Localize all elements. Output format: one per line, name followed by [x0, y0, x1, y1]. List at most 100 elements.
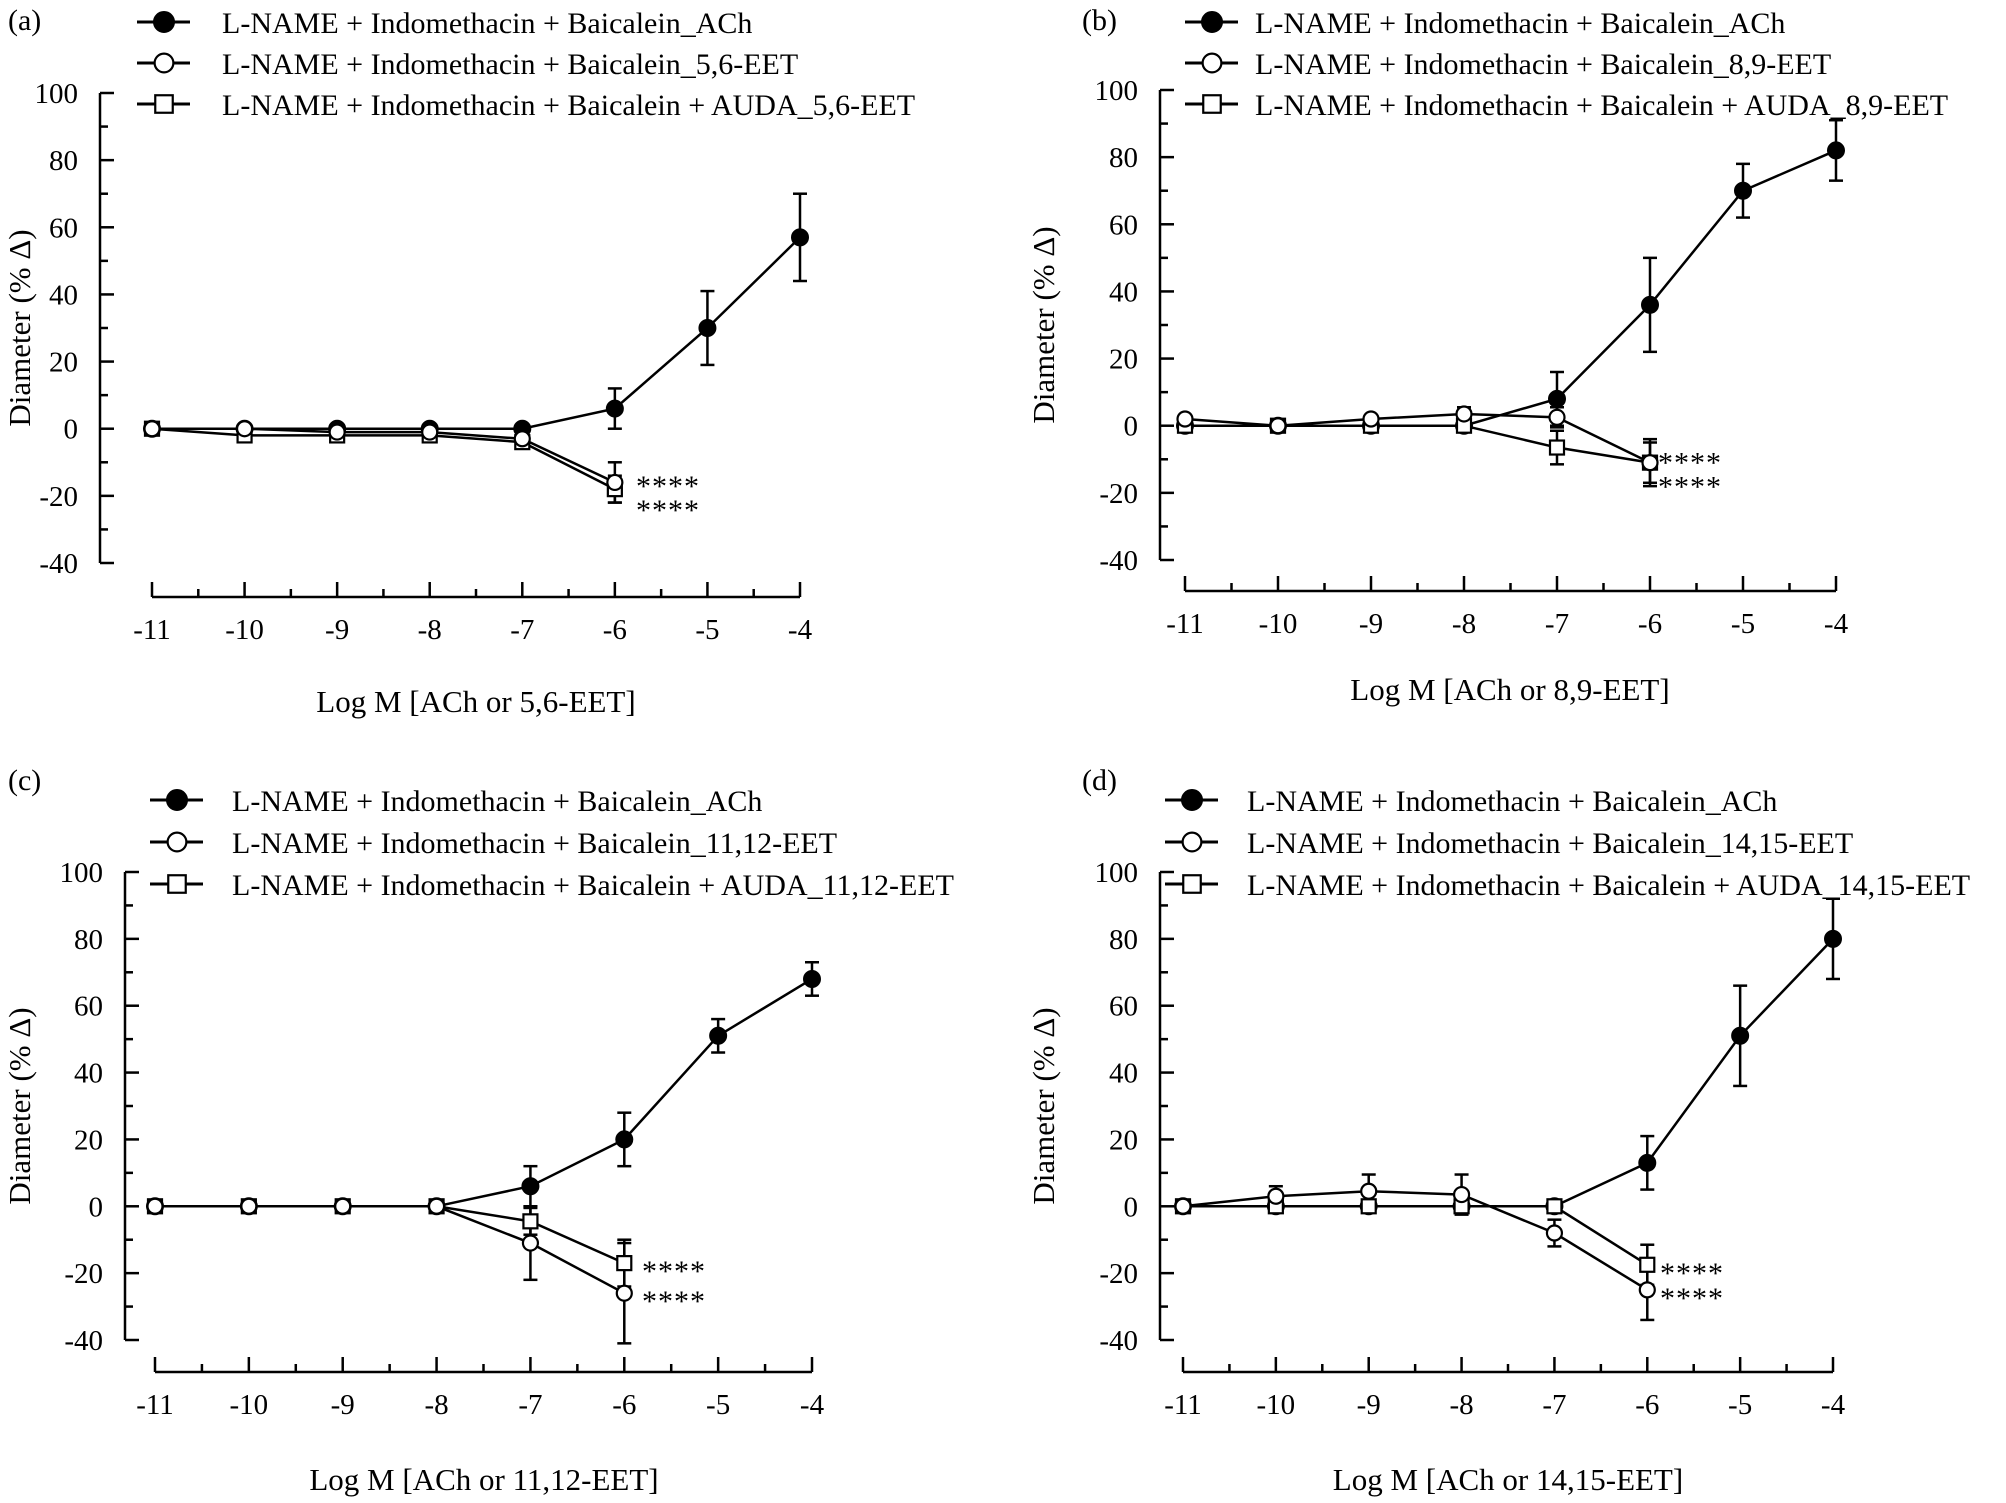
y-tick-label: 60 [74, 991, 103, 1023]
x-tick-label: -9 [325, 614, 349, 646]
series-line [155, 977, 813, 1208]
x-tick-label: -5 [706, 1389, 730, 1421]
legend-entry: L-NAME + Indomethacin + Baicalein + AUDA… [1185, 89, 1948, 122]
significance-marker: **** [642, 1255, 706, 1288]
x-tick-label: -9 [331, 1389, 355, 1421]
x-tick-label: -8 [1449, 1389, 1473, 1421]
marker-filled-circle [803, 969, 821, 988]
significance-marker: **** [636, 494, 700, 527]
marker-filled-circle [615, 1130, 634, 1149]
x-tick-label: -11 [136, 1389, 174, 1421]
x-axis-title: Log M [ACh or 14,15-EET] [1333, 1462, 1683, 1497]
x-tick-label: -11 [1164, 1389, 1202, 1421]
x-tick-label: -11 [1166, 608, 1204, 640]
y-tick-label: 40 [1109, 276, 1138, 308]
y-axis-title: Diameter (% Δ) [1026, 1007, 1061, 1204]
y-tick-label: 80 [49, 145, 78, 177]
marker-open-circle [1201, 52, 1223, 74]
significance-marker: **** [642, 1285, 706, 1318]
marker-open-square [167, 874, 187, 894]
legend-label: L-NAME + Indomethacin + Baicalein_8,9-EE… [1255, 48, 1831, 81]
marker-open-circle [143, 420, 161, 438]
marker-open-square [154, 94, 174, 114]
x-tick-label: -6 [1638, 608, 1662, 640]
y-tick-label: 80 [74, 924, 103, 956]
y-tick-label: 0 [89, 1191, 104, 1223]
marker-open-circle [1174, 1197, 1192, 1215]
y-tick-label: 20 [74, 1124, 103, 1156]
y-tick-label: 20 [49, 347, 78, 379]
legend-label: L-NAME + Indomethacin + Baicalein_ACh [1255, 7, 1785, 40]
panel-d: (d) -40 -20 0 20 40 60 80 100 -11 -10 -9 -8 -7 -6 -5 -4 L… [1026, 764, 1970, 1497]
x-tick-label: -8 [424, 1389, 448, 1421]
marker-filled-circle [166, 789, 188, 811]
marker-open-square [1548, 439, 1566, 456]
series-line [155, 1205, 625, 1295]
y-tick-label: 100 [1095, 75, 1139, 107]
x-tick-label: -7 [510, 614, 534, 646]
y-axis-title: Diameter (% Δ) [2, 1007, 37, 1204]
x-tick-label: -7 [1542, 1389, 1566, 1421]
marker-open-circle [153, 52, 175, 74]
x-tick-label: -5 [1731, 608, 1755, 640]
significance-marker: **** [1660, 1257, 1724, 1290]
y-tick-label: -40 [64, 1325, 103, 1357]
marker-filled-circle [1641, 295, 1659, 314]
legend-label: L-NAME + Indomethacin + Baicalein_14,15-… [1247, 827, 1853, 860]
y-tick-label: 60 [1109, 991, 1138, 1023]
marker-open-circle [521, 1234, 540, 1252]
x-axis-title: Log M [ACh or 8,9-EET] [1350, 672, 1669, 707]
marker-open-circle [427, 1197, 446, 1215]
marker-open-circle [1455, 405, 1473, 423]
series-line [1184, 412, 1651, 464]
marker-open-square [616, 1255, 633, 1272]
series-line [152, 427, 616, 484]
x-tick-label: -5 [695, 614, 719, 646]
legend-label: L-NAME + Indomethacin + Baicalein + AUDA… [232, 869, 954, 902]
y-tick-label: 0 [64, 414, 79, 446]
legend-entry: L-NAME + Indomethacin + Baicalein + AUDA… [1165, 869, 1970, 902]
y-tick-label: 20 [1109, 1124, 1138, 1156]
marker-open-circle [615, 1284, 633, 1302]
y-tick-label: 40 [49, 279, 78, 311]
y-tick-label: 80 [1109, 924, 1138, 956]
marker-filled-circle [1638, 1153, 1657, 1172]
x-tick-label: -6 [603, 614, 627, 646]
marker-filled-circle [1827, 141, 1845, 160]
marker-open-circle [1548, 408, 1566, 426]
x-tick-label: -11 [133, 614, 171, 646]
marker-open-square [1202, 94, 1222, 114]
x-tick-label: -4 [788, 614, 813, 646]
marker-filled-circle [521, 1177, 540, 1196]
marker-open-circle [1267, 1187, 1285, 1205]
x-tick-label: -4 [1821, 1389, 1846, 1421]
legend-label: L-NAME + Indomethacin + Baicalein + AUDA… [222, 89, 915, 122]
marker-open-circle [1181, 831, 1203, 853]
marker-open-circle [1269, 417, 1287, 435]
x-tick-label: -10 [1259, 608, 1298, 640]
marker-filled-circle [1201, 11, 1223, 33]
series-line [1182, 1189, 1648, 1291]
marker-open-circle [334, 1197, 352, 1215]
marker-open-circle [1452, 1185, 1471, 1204]
series-line [151, 427, 616, 491]
legend-entry: L-NAME + Indomethacin + Baicalein + AUDA… [150, 869, 954, 902]
y-tick-label: 100 [60, 857, 104, 889]
marker-open-square [522, 1213, 539, 1230]
marker-open-circle [1641, 454, 1659, 472]
y-tick-label: -40 [1099, 545, 1138, 577]
legend-entry: L-NAME + Indomethacin + Baicalein_ACh [137, 7, 752, 40]
marker-open-circle [235, 420, 254, 438]
x-tick-label: -7 [1545, 608, 1569, 640]
x-tick-label: -10 [225, 614, 264, 646]
legend-label: L-NAME + Indomethacin + Baicalein_ACh [1247, 785, 1777, 818]
y-tick-label: 60 [1109, 209, 1138, 241]
y-tick-label: 60 [49, 212, 78, 244]
panel-label: (a) [8, 4, 41, 37]
marker-filled-circle [1181, 789, 1203, 811]
marker-open-circle [240, 1197, 258, 1215]
marker-open-circle [1362, 410, 1380, 428]
y-tick-label: 100 [35, 78, 79, 110]
x-tick-label: -9 [1357, 1389, 1381, 1421]
